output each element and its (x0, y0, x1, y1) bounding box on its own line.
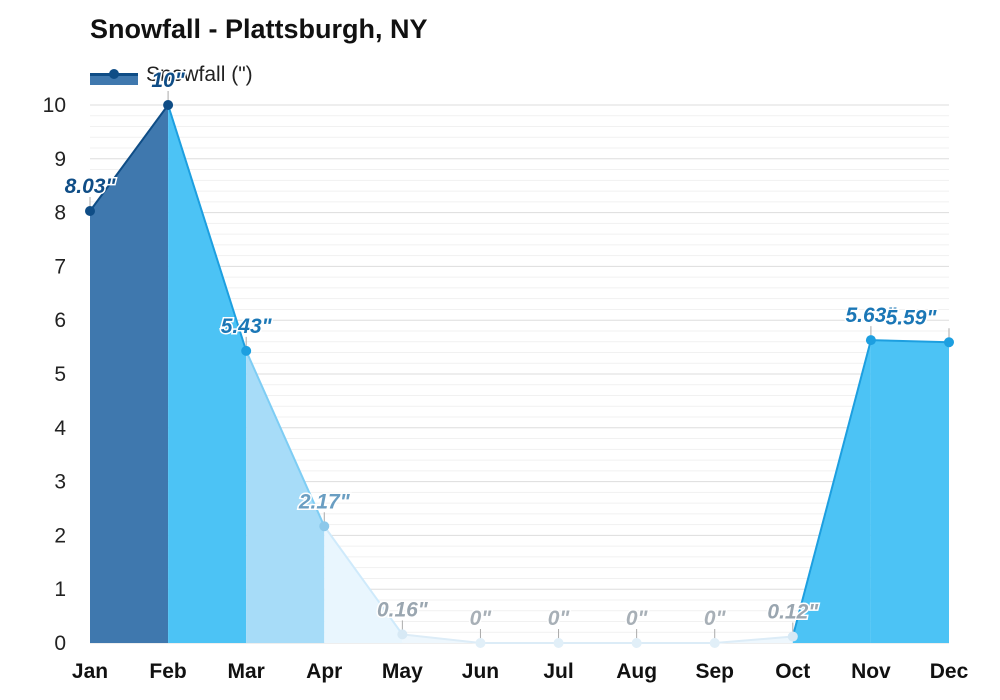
x-tick-label-jul: Jul (543, 660, 573, 683)
x-tick-label-sep: Sep (695, 660, 734, 683)
legend[interactable]: Snowfall (") (90, 62, 253, 88)
legend-label: Snowfall (") (146, 63, 253, 86)
y-tick-label: 0 (54, 632, 66, 655)
x-tick-label-feb: Feb (149, 660, 186, 683)
data-label-sep: 0" (704, 607, 727, 630)
x-tick-label-may: May (382, 660, 423, 683)
area-segment-jan (90, 105, 169, 643)
data-label-jan: 8.03" (65, 175, 117, 198)
series-line-mar (245, 350, 326, 527)
area-segment-apr (324, 526, 403, 643)
legend-swatch (90, 65, 138, 85)
area-segment-feb (168, 105, 247, 643)
data-point-mar[interactable] (241, 345, 252, 356)
series-line-apr (323, 525, 404, 635)
x-tick-label-dec: Dec (930, 660, 969, 683)
x-tick-label-mar: Mar (228, 660, 265, 683)
series-line-nov (870, 339, 950, 344)
data-point-apr[interactable] (319, 521, 330, 532)
y-tick-label: 2 (54, 524, 66, 547)
data-label-nov: 5.63" (845, 304, 897, 327)
data-point-dec[interactable] (944, 337, 954, 348)
y-tick-label: 9 (54, 148, 66, 171)
data-label-feb: 10" (151, 69, 185, 92)
data-point-jul[interactable] (553, 638, 564, 648)
y-tick-label: 3 (54, 471, 66, 494)
y-tick-label: 5 (54, 363, 66, 386)
data-label-jun: 0" (470, 607, 493, 630)
x-tick-label-jun: Jun (462, 660, 499, 683)
x-tick-label-jan: Jan (72, 660, 108, 683)
series-line-oct (791, 339, 872, 637)
data-point-sep[interactable] (709, 638, 720, 648)
x-tick-label-oct: Oct (775, 660, 810, 683)
data-point-oct[interactable] (787, 631, 798, 642)
data-label-aug: 0" (626, 607, 649, 630)
data-label-apr: 2.17" (298, 490, 351, 513)
data-label-mar: 5.43" (221, 315, 273, 338)
x-tick-label-nov: Nov (851, 660, 891, 683)
data-label-oct: 0.12" (767, 601, 819, 624)
series-line-feb (167, 104, 248, 352)
data-label-dec: 5.59" (886, 306, 938, 329)
chart-title: Snowfall - Plattsburgh, NY (90, 14, 428, 44)
data-point-aug[interactable] (631, 638, 642, 648)
data-point-may[interactable] (397, 629, 408, 640)
y-tick-label: 6 (54, 309, 66, 332)
series-line-may (402, 633, 481, 644)
data-label-jul: 0" (548, 607, 571, 630)
series-line-jan (89, 104, 169, 212)
y-tick-label: 1 (54, 578, 66, 601)
data-point-feb[interactable] (163, 100, 174, 110)
x-tick-label-apr: Apr (306, 660, 342, 683)
y-tick-label: 4 (54, 417, 66, 440)
data-label-may: 0.16" (377, 598, 429, 621)
data-point-jun[interactable] (475, 638, 486, 648)
series-line-sep (714, 635, 793, 644)
y-tick-label: 10 (43, 94, 66, 117)
x-tick-label-aug: Aug (616, 660, 657, 683)
y-tick-label: 7 (54, 255, 66, 278)
area-segment-mar (246, 350, 325, 643)
y-tick-label: 8 (54, 202, 66, 225)
data-point-nov[interactable] (865, 335, 876, 346)
area-segment-nov (870, 340, 949, 643)
data-point-jan[interactable] (85, 205, 95, 216)
